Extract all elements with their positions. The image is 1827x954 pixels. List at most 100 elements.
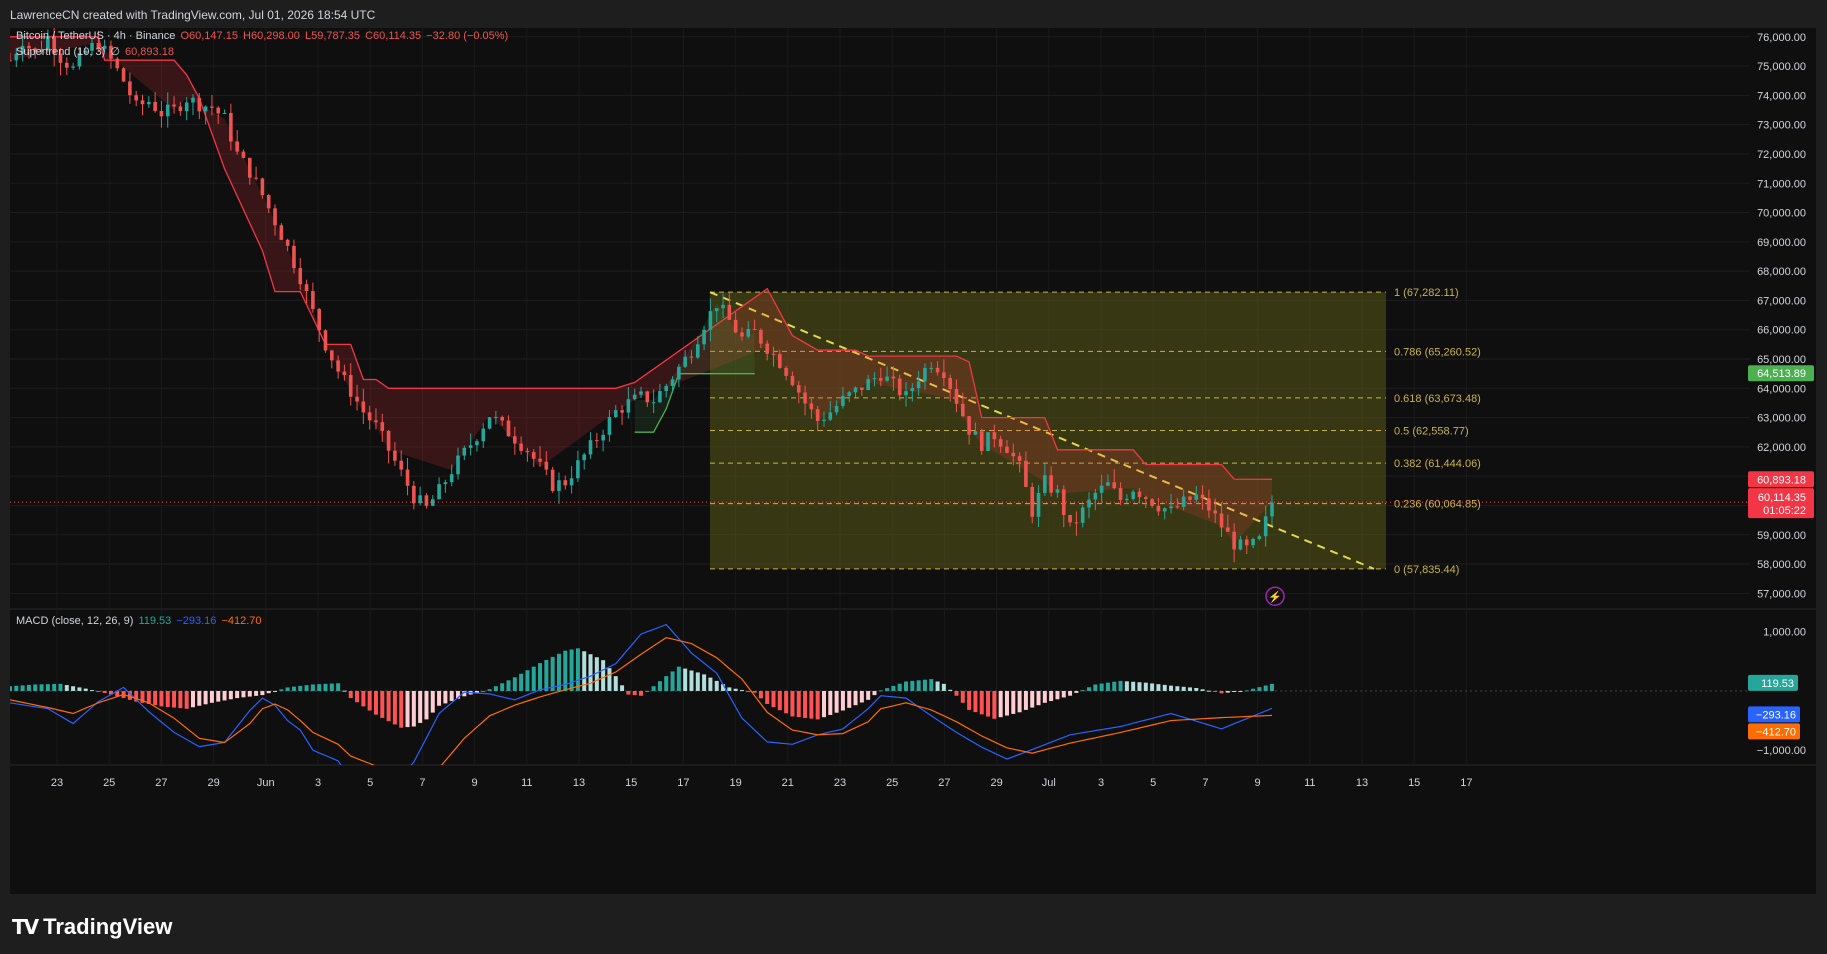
macd-badge-macd-text: −293.16	[1756, 709, 1796, 721]
macd-histogram-bar	[1169, 685, 1174, 691]
candle-body	[506, 420, 511, 437]
supertrend-label[interactable]: Supertrend (10, 3)	[16, 46, 106, 58]
candle-body	[847, 392, 852, 396]
macd-hist-value: 119.53	[138, 615, 172, 627]
candle-body	[260, 178, 265, 196]
badge-supertrend-text: 60,893.18	[1757, 474, 1806, 486]
time-axis-label: 23	[51, 777, 63, 789]
fib-level-label: 1 (67,282.11)	[1394, 287, 1459, 299]
candle-body	[336, 360, 340, 372]
macd-histogram-bar	[531, 666, 536, 691]
candle-body	[475, 441, 479, 446]
time-axis-label: 19	[729, 777, 741, 789]
chart-area[interactable]: 76,000.00 75,000.00 74,000.00 73,000.00 72,0…	[10, 28, 1816, 894]
candle-body	[979, 431, 984, 452]
candle-body	[1263, 516, 1268, 537]
time-axis-label: 23	[834, 777, 846, 789]
candle-body	[607, 416, 612, 435]
macd-histogram-bar	[840, 690, 845, 711]
candle-body	[1207, 498, 1211, 511]
badge-supertrend-bg	[1748, 471, 1814, 488]
macd-histogram-bar	[979, 690, 984, 715]
candle-body	[670, 379, 675, 386]
candle-body	[1137, 491, 1142, 498]
tradingview-logo[interactable]: TV TradingView	[12, 914, 172, 940]
time-axis-label: 13	[573, 777, 585, 789]
candle-body	[1093, 492, 1098, 500]
candle-body	[746, 329, 751, 337]
macd-histogram-bar	[1200, 689, 1205, 691]
macd-histogram-bar	[1068, 690, 1073, 696]
macd-histogram-bar	[1055, 690, 1060, 700]
chart-canvas[interactable]: 76,000.00 75,000.00 74,000.00 73,000.00 72,0…	[10, 28, 1816, 894]
candle-body	[778, 354, 782, 368]
tradingview-logo-icon: TV	[12, 915, 39, 939]
candle-body	[557, 480, 561, 492]
macd-histogram-bar	[809, 690, 814, 719]
candle-body	[790, 375, 795, 386]
macd-histogram-bar	[1181, 686, 1186, 691]
time-axis-label: 17	[1460, 777, 1472, 789]
candle-body	[449, 474, 454, 483]
macd-histogram-bar	[613, 676, 618, 691]
candle-body	[456, 455, 460, 475]
macd-histogram-bar	[304, 685, 309, 691]
candle-body	[210, 106, 214, 108]
candle-body	[254, 177, 258, 179]
candle-body	[1194, 494, 1199, 500]
macd-histogram-bar	[1017, 690, 1022, 713]
macd-histogram-bar	[487, 689, 492, 691]
macd-histogram-bar	[134, 690, 139, 702]
candle-body	[658, 391, 662, 403]
candle-body	[538, 458, 542, 462]
candle-body	[866, 379, 870, 391]
candle-body	[330, 350, 334, 361]
macd-histogram-bar	[64, 685, 69, 691]
high-value: H60,298.00	[243, 30, 300, 42]
candle-body	[437, 484, 441, 500]
macd-histogram-bar	[834, 690, 839, 713]
macd-histogram-bar	[506, 680, 511, 691]
macd-histogram-bar	[323, 683, 328, 691]
lightning-icon-glyph: ⚡	[1268, 590, 1282, 603]
time-axis-label: 7	[419, 777, 425, 789]
fib-level-label: 0.786 (65,260.52)	[1394, 346, 1481, 358]
candle-body	[651, 402, 656, 404]
macd-histogram-bar	[664, 676, 669, 691]
candle-body	[595, 440, 599, 442]
macd-histogram-bar	[336, 683, 341, 691]
time-axis-label: 5	[367, 777, 373, 789]
macd-histogram-bar	[758, 690, 763, 699]
price-axis-label: 67,000.00	[1757, 295, 1806, 307]
candle-body	[1232, 531, 1236, 550]
candle-body	[1118, 488, 1123, 501]
candle-body	[1106, 482, 1110, 486]
candle-body	[714, 308, 719, 312]
time-axis-label: 9	[472, 777, 478, 789]
candle-body	[1257, 536, 1262, 539]
macd-histogram-bar	[702, 674, 707, 691]
macd-histogram-bar	[317, 684, 322, 691]
macd-histogram-bar	[1251, 688, 1256, 691]
candle-body	[569, 478, 574, 486]
candle-body	[563, 480, 568, 486]
candle-body	[285, 239, 290, 246]
macd-histogram-bar	[1049, 690, 1054, 702]
candle-body	[759, 329, 763, 344]
macd-histogram-bar	[39, 684, 44, 691]
macd-badge-hist-text: 119.53	[1761, 678, 1794, 690]
candle-body	[96, 43, 101, 49]
macd-label[interactable]: MACD (close, 12, 26, 9)	[16, 615, 134, 627]
candle-body	[424, 495, 429, 506]
candle-body	[1055, 489, 1060, 493]
macd-histogram-bar	[941, 683, 946, 691]
price-axis-label: 65,000.00	[1757, 354, 1806, 366]
macd-histogram-bar	[108, 690, 113, 695]
candle-body	[20, 45, 25, 54]
macd-signal-line	[10, 637, 1273, 765]
macd-histogram-bar	[992, 690, 997, 719]
macd-histogram-bar	[411, 690, 416, 727]
symbol-label[interactable]: Bitcoin / TetherUS · 4h · Binance	[16, 30, 176, 42]
price-axis-label: 75,000.00	[1757, 61, 1806, 73]
time-axis-label: 13	[1356, 777, 1368, 789]
